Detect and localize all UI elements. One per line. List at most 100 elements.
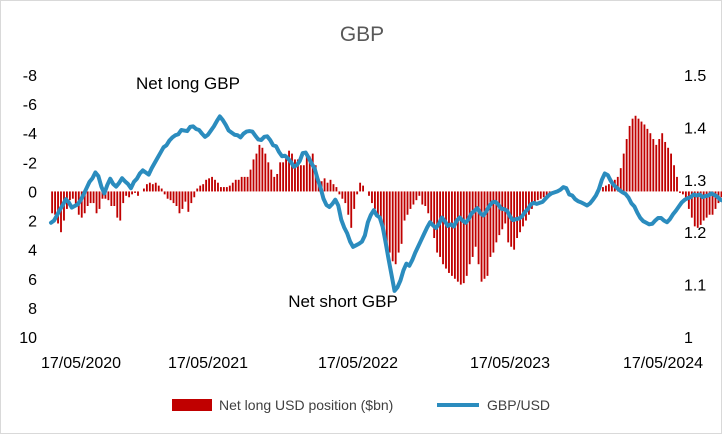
bar [74, 191, 77, 206]
bar [670, 153, 672, 192]
bar [536, 191, 539, 201]
bar [625, 139, 628, 192]
bar [430, 191, 433, 224]
bar [308, 156, 311, 192]
bar [690, 191, 693, 218]
bar [533, 191, 536, 204]
bar [305, 153, 308, 192]
bar [468, 191, 471, 265]
legend-bar-label: Net long USD position ($bn) [219, 397, 393, 413]
bar [228, 185, 231, 192]
bar [169, 191, 172, 201]
bar [154, 182, 157, 192]
bar [545, 191, 548, 196]
left-tick-label: 8 [28, 301, 37, 318]
bar [379, 191, 382, 224]
x-tick-label: 17/05/2023 [470, 355, 550, 372]
bar [436, 191, 439, 253]
bar [299, 165, 302, 192]
bar [711, 191, 714, 215]
bar [187, 191, 190, 212]
bar [637, 118, 640, 192]
bar [652, 139, 655, 192]
bar [193, 191, 196, 198]
bar [616, 176, 619, 192]
bar [217, 182, 219, 192]
bar [143, 188, 145, 192]
bar [474, 191, 477, 247]
bar [356, 191, 359, 195]
bar [649, 133, 652, 192]
bar [211, 176, 213, 192]
bar-series [51, 115, 722, 285]
bar [679, 191, 681, 193]
bar [702, 191, 705, 221]
bar [184, 191, 187, 202]
bar [86, 191, 89, 206]
x-tick-label: 17/05/2024 [623, 355, 703, 372]
bar [391, 191, 394, 262]
bar [54, 191, 56, 215]
bar [676, 176, 678, 192]
bar [693, 191, 696, 227]
bar [261, 147, 264, 192]
bar [658, 139, 661, 192]
bar [190, 191, 193, 204]
left-axis-ticks: -8 -6 -4 -2 0 2 4 6 8 10 [19, 68, 37, 347]
bar [246, 176, 249, 192]
bar [157, 185, 160, 192]
bar [125, 191, 128, 196]
bar [409, 191, 412, 209]
bar [240, 176, 243, 192]
bar [655, 144, 658, 192]
bar [362, 185, 364, 192]
bar [353, 191, 356, 209]
bar [205, 179, 208, 192]
bar [137, 191, 139, 196]
bar [181, 191, 184, 209]
left-tick-label: 4 [28, 243, 37, 260]
bar [134, 191, 136, 193]
bar [273, 176, 276, 192]
bar [172, 191, 175, 204]
bar [684, 191, 687, 201]
legend-line-label: GBP/USD [487, 397, 550, 413]
bar [294, 159, 296, 192]
left-tick-label: 6 [28, 272, 37, 289]
annotation-net-long: Net long GBP [136, 74, 240, 93]
bar [528, 191, 530, 215]
bar [388, 191, 391, 253]
bar [445, 191, 447, 269]
left-tick-label: -2 [23, 155, 37, 172]
bar [412, 191, 415, 205]
bar [631, 118, 634, 192]
bar [696, 191, 699, 228]
bar [628, 125, 631, 192]
bar [708, 191, 711, 215]
bar [122, 191, 125, 204]
bar [110, 191, 113, 206]
bar [427, 191, 430, 214]
bar [252, 159, 255, 192]
bar [519, 191, 521, 233]
bar [442, 191, 444, 265]
bar [525, 191, 527, 221]
bar [495, 191, 498, 243]
bar [705, 191, 708, 218]
bar [418, 191, 421, 196]
bar [376, 191, 379, 215]
bar [462, 191, 465, 284]
bar [288, 150, 290, 192]
bar [492, 191, 495, 253]
bar [116, 191, 119, 218]
bar [196, 188, 199, 192]
bar [359, 182, 362, 192]
right-axis-ticks: 1 1.1 1.2 1.3 1.4 1.5 [684, 68, 706, 347]
bar [243, 176, 246, 192]
bar [667, 147, 670, 192]
bar [459, 191, 462, 285]
bar [104, 191, 107, 199]
bar [270, 169, 273, 192]
bar [119, 191, 122, 221]
